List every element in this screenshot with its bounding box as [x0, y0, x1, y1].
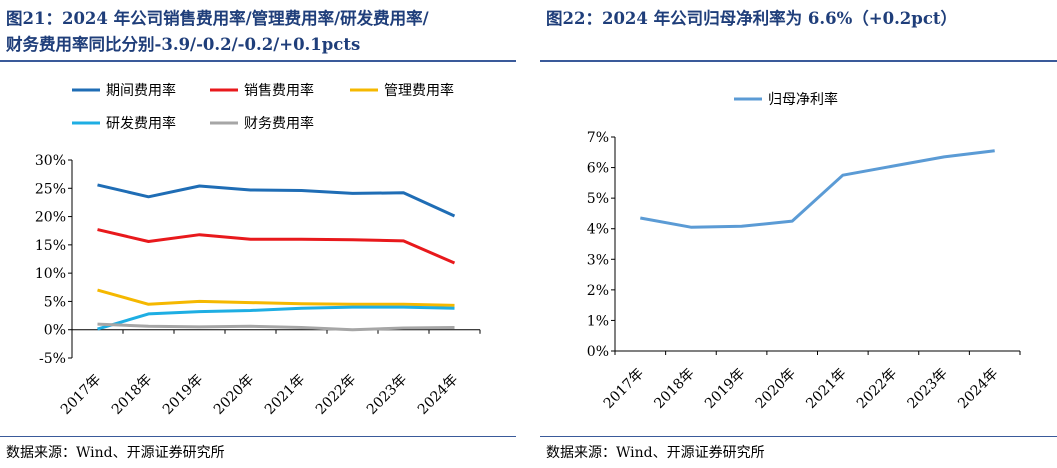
- left-y-tick-label-3: 10%: [35, 266, 66, 282]
- left-y-tick-label-0: -5%: [39, 351, 66, 367]
- right-x-tick-label-2: 2019年: [702, 366, 748, 412]
- right-panel: 图22：2024 年公司归母净利率为 6.6%（+0.2pct） 归母净利率 0%…: [540, 0, 1057, 468]
- right-title-line-1: 图22：2024 年公司归母净利率为 6.6%（+0.2pct）: [546, 9, 957, 28]
- right-y-tick-label-3: 3%: [587, 252, 609, 268]
- right-y-tick-label-7: 7%: [587, 130, 609, 146]
- right-y-tick-label-4: 4%: [587, 222, 609, 238]
- left-title: 图21：2024 年公司销售费用率/管理费用率/研发费用率/ 财务费用率同比分别…: [6, 6, 429, 58]
- left-title-rule: [0, 60, 516, 62]
- right-source-rule: [540, 436, 1057, 437]
- right-x-tick-label-6: 2023年: [904, 366, 950, 412]
- net-margin-chart: 归母净利率 0% 1% 2% 3% 4% 5% 6% 7% 2017年 2018年 2019年 2020…: [587, 91, 1021, 412]
- left-legend-label-0: 期间费用率: [106, 82, 176, 99]
- right-legend-label-0: 归母净利率: [768, 91, 838, 108]
- left-y-tick-label-2: 5%: [44, 294, 66, 310]
- right-series-line-0: [640, 149, 995, 229]
- left-legend-label-4: 财务费用率: [244, 115, 314, 132]
- left-x-tick-label-6: 2023年: [364, 372, 410, 418]
- left-title-line-2: 财务费用率同比分别-3.9/-0.2/-0.2/+0.1pcts: [6, 35, 361, 54]
- left-y-tick-label-1: 0%: [44, 323, 66, 339]
- left-x-tick-label-7: 2024年: [415, 372, 461, 418]
- left-x-tick-label-3: 2020年: [211, 372, 257, 418]
- left-legend-label-1: 销售费用率: [244, 82, 314, 99]
- left-legend-label-2: 管理费用率: [384, 82, 454, 99]
- right-x-tick-label-1: 2018年: [651, 366, 697, 412]
- left-source-rule: [0, 436, 516, 437]
- right-title-rule: [540, 60, 1057, 62]
- left-x-tick-label-2: 2019年: [160, 372, 206, 418]
- right-y-tick-label-1: 1%: [587, 313, 609, 329]
- left-legend-label-3: 研发费用率: [106, 115, 176, 132]
- left-series-line-0: [97, 183, 456, 218]
- left-y-tick-label-5: 20%: [35, 210, 66, 226]
- right-y-tick-label-6: 6%: [587, 161, 609, 177]
- left-y-tick-label-7: 30%: [35, 153, 66, 169]
- right-y-tick-label-2: 2%: [587, 283, 609, 299]
- right-x-tick-label-0: 2017年: [601, 366, 647, 412]
- left-series-line-4: [97, 322, 455, 332]
- left-y-tick-label-4: 15%: [35, 238, 66, 254]
- left-x-tick-label-4: 2021年: [262, 372, 308, 418]
- right-source: 数据来源：Wind、开源证券研究所: [546, 445, 765, 461]
- right-y-tick-label-0: 0%: [587, 344, 609, 360]
- left-panel: 图21：2024 年公司销售费用率/管理费用率/研发费用率/ 财务费用率同比分别…: [0, 0, 516, 468]
- right-x-tick-label-5: 2022年: [854, 366, 900, 412]
- right-title: 图22：2024 年公司归母净利率为 6.6%（+0.2pct）: [546, 6, 957, 32]
- right-x-tick-label-3: 2020年: [753, 366, 799, 412]
- right-y-tick-label-5: 5%: [587, 191, 609, 207]
- left-title-line-1: 图21：2024 年公司销售费用率/管理费用率/研发费用率/: [6, 9, 429, 28]
- left-x-tick-label-0: 2017年: [58, 372, 104, 418]
- left-source: 数据来源：Wind、开源证券研究所: [6, 445, 225, 461]
- right-x-tick-label-4: 2021年: [803, 366, 849, 412]
- left-series-line-3: [97, 305, 455, 331]
- right-x-tick-label-7: 2024年: [955, 366, 1001, 412]
- left-series-line-2: [97, 288, 455, 307]
- left-y-tick-label-6: 25%: [35, 181, 66, 197]
- left-x-tick-label-1: 2018年: [109, 372, 155, 418]
- left-series-line-1: [97, 228, 456, 265]
- left-x-tick-label-5: 2022年: [313, 372, 359, 418]
